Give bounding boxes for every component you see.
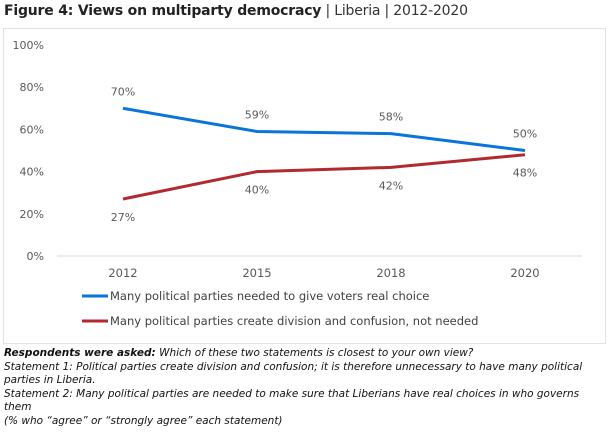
survey-notes: Respondents were asked: Which of these t… — [4, 347, 604, 429]
question-lead: Respondents were asked: — [4, 347, 156, 359]
y-tick-label: 0% — [27, 250, 44, 263]
x-tick-label: 2015 — [242, 266, 271, 280]
chart-frame — [3, 28, 606, 344]
y-tick-label: 100% — [13, 39, 44, 52]
data-label: 40% — [245, 184, 269, 197]
figure-title: Figure 4: Views on multiparty democracy … — [4, 3, 468, 19]
statement-2: Statement 2: Many political parties are … — [4, 387, 580, 414]
question-line: Respondents were asked: Which of these t… — [4, 347, 604, 361]
legend-label-1: Many political parties needed to give vo… — [110, 289, 429, 303]
x-tick-label: 2018 — [376, 266, 405, 280]
x-tick-label: 2012 — [108, 266, 137, 280]
y-tick-label: 20% — [20, 208, 44, 221]
data-label: 27% — [111, 211, 135, 224]
data-label: 48% — [513, 167, 537, 180]
data-label: 42% — [379, 179, 403, 192]
series-line-2 — [122, 153, 526, 201]
y-tick-label: 80% — [20, 81, 44, 94]
footnote: (% who “agree” or “strongly agree” each … — [4, 414, 283, 427]
legend-label-2: Many political parties create division a… — [110, 314, 478, 328]
question-text: Which of these two statements is closest… — [155, 347, 474, 359]
y-tick-label: 40% — [20, 166, 44, 179]
data-label: 70% — [111, 85, 135, 98]
figure-title-main: Figure 4: Views on multiparty democracy — [4, 3, 322, 19]
series-line-1 — [122, 106, 526, 152]
y-tick-label: 60% — [20, 123, 44, 136]
data-label: 58% — [379, 111, 403, 124]
data-label: 50% — [513, 128, 537, 141]
data-label: 59% — [245, 109, 269, 122]
figure-title-subtitle: | Liberia | 2012-2020 — [321, 3, 468, 19]
statement-1: Statement 1: Political parties create di… — [4, 360, 583, 387]
x-tick-label: 2020 — [510, 266, 539, 280]
